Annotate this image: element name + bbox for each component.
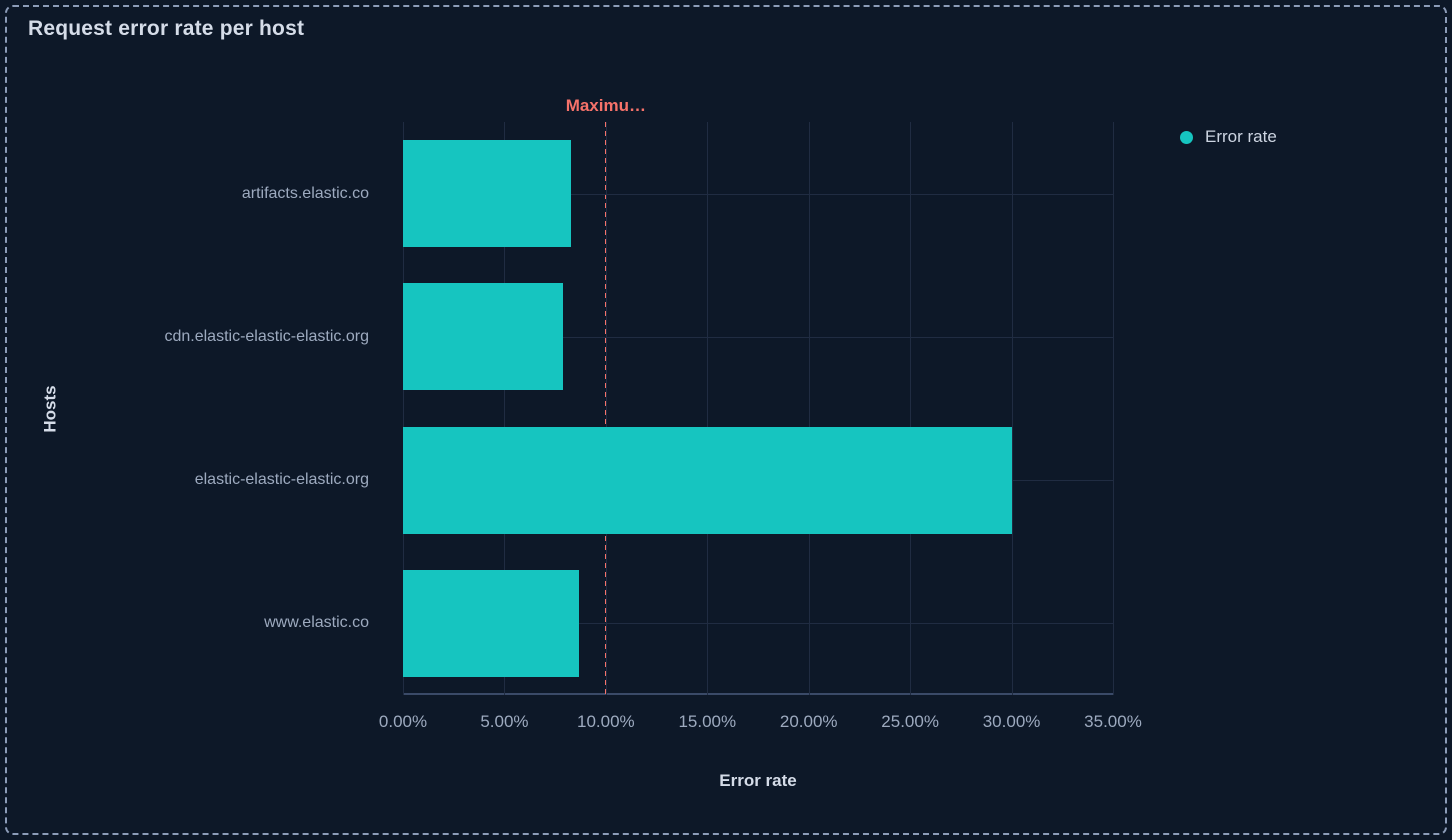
category-label: elastic-elastic-elastic.org (194, 471, 369, 489)
x-axis-title: Error rate (719, 771, 797, 790)
x-axis-tick-labels: 0.00% 5.00% 10.00% 15.00% 20.00% 25.00% 30.00%… (379, 712, 1142, 738)
chart-plot-area[interactable] (403, 122, 1114, 695)
threshold-label: Maximu… (565, 96, 646, 115)
gridline-vertical (1011, 122, 1013, 695)
legend-series-dot-icon (1180, 130, 1193, 144)
gridline-vertical (403, 122, 404, 695)
category-label: cdn.elastic-elastic-elastic.org (164, 327, 369, 345)
x-tick-label: 20.00% (779, 712, 838, 731)
y-axis-category-labels: artifacts.elastic.co cdn.elastic-elastic-… (0, 122, 386, 695)
gridline-horizontal (403, 193, 1113, 195)
bar-elastic-elastic-elastic.org[interactable] (403, 426, 1012, 534)
gridline-vertical (605, 122, 607, 695)
x-tick-label: 30.00% (982, 712, 1041, 731)
bar-www.elastic.co[interactable] (403, 569, 580, 677)
bar-artifacts.elastic.co[interactable] (403, 140, 572, 248)
chart-title: Request error rate per host (28, 17, 305, 40)
gridline-vertical (504, 122, 506, 695)
legend-series-label: Error rate (1205, 127, 1277, 146)
gridline-vertical (808, 122, 810, 695)
category-label: www.elastic.co (264, 614, 369, 632)
gridline-vertical (910, 122, 912, 695)
gridline-horizontal (403, 336, 1113, 338)
legend[interactable]: Error rate (1180, 127, 1277, 147)
gridline-vertical (1113, 122, 1114, 695)
x-tick-label: 15.00% (678, 712, 737, 731)
x-tick-label: 35.00% (1084, 712, 1142, 731)
x-axis-line (403, 693, 1113, 695)
x-tick-label: 5.00% (480, 712, 529, 731)
x-tick-label: 10.00% (577, 712, 635, 731)
bar-cdn.elastic-elastic-elastic.org[interactable] (403, 283, 564, 391)
x-tick-label: 25.00% (881, 712, 939, 731)
gridline-vertical (707, 122, 709, 695)
category-label: artifacts.elastic.co (241, 184, 369, 202)
gridline-horizontal (403, 623, 1113, 625)
x-tick-label: 0.00% (378, 712, 428, 731)
